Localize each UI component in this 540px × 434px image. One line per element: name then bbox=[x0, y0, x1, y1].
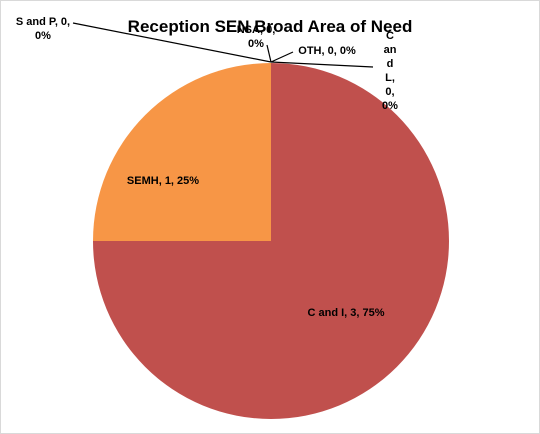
data-label: NSA, 0, 0% bbox=[236, 24, 276, 50]
data-label: SEMH, 1, 25% bbox=[126, 175, 200, 187]
leader-line bbox=[270, 61, 374, 68]
chart-title: Reception SEN Broad Area of Need bbox=[127, 17, 413, 36]
pie-slice bbox=[93, 63, 271, 241]
data-label: C and L, 0, 0% bbox=[382, 30, 398, 112]
data-label: S and P, 0, 0% bbox=[15, 16, 71, 42]
leader-lines bbox=[72, 22, 374, 68]
data-label: C and I, 3, 75% bbox=[307, 307, 385, 319]
pie-slice bbox=[93, 63, 449, 419]
leader-line bbox=[270, 51, 294, 63]
data-label: OTH, 0, 0% bbox=[298, 45, 356, 57]
leader-line bbox=[266, 44, 272, 63]
leader-line bbox=[72, 22, 272, 63]
